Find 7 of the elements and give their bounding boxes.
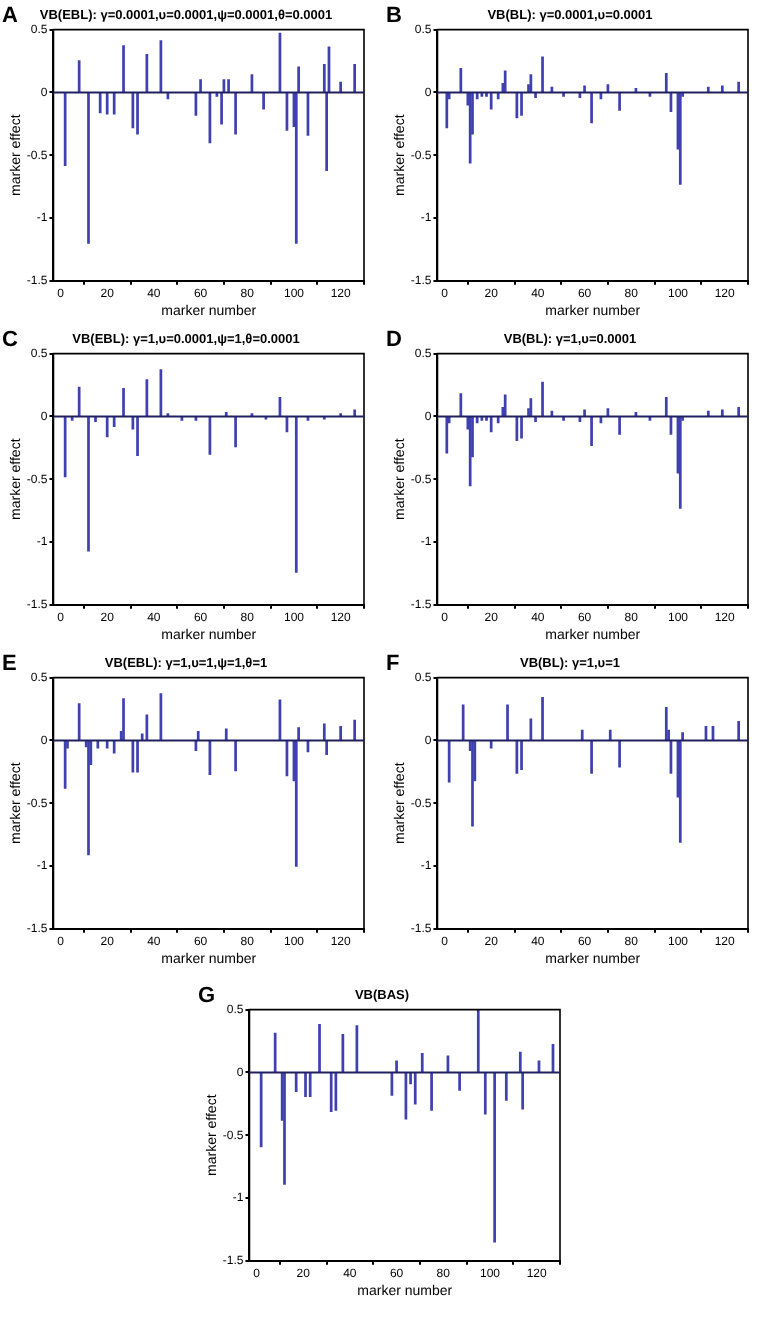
text: A (2, 4, 18, 28)
text: F (386, 652, 400, 676)
text: G (198, 984, 216, 1008)
text: D (386, 328, 402, 352)
text: B (386, 4, 402, 28)
text: E (2, 652, 17, 676)
text: C (2, 328, 18, 352)
